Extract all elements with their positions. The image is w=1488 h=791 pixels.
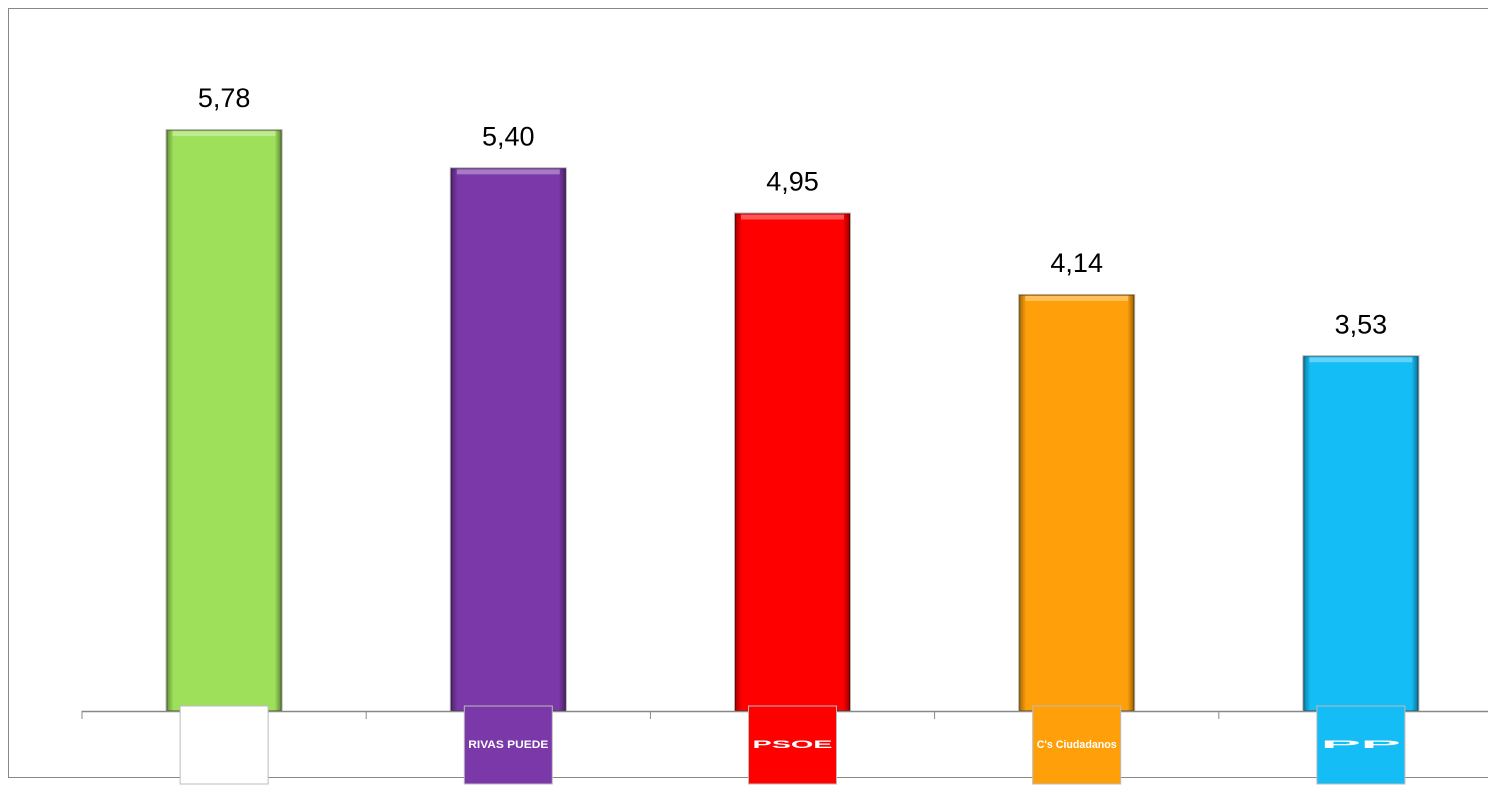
x-tick-label: PSOE xyxy=(753,739,833,751)
x-tick-label: RIVAS PUEDE xyxy=(468,739,548,751)
category-logo xyxy=(1316,705,1406,785)
bar xyxy=(165,129,283,713)
bar-highlight xyxy=(1025,295,1129,301)
category-logo xyxy=(748,705,837,785)
bar-highlight xyxy=(172,131,276,137)
bar-highlight xyxy=(456,169,560,175)
category-logo xyxy=(179,705,269,785)
bar-highlight xyxy=(1309,357,1413,363)
bar xyxy=(449,167,567,713)
bar xyxy=(1302,355,1420,712)
category-logo xyxy=(1032,705,1122,785)
value-label: 5,78 xyxy=(198,83,251,113)
value-label: 5,40 xyxy=(482,121,535,151)
x-tick-label: PP xyxy=(1321,739,1401,751)
value-label: 4,14 xyxy=(1050,248,1103,278)
category-logo xyxy=(463,705,553,785)
bar xyxy=(734,212,851,712)
x-tick-label: C's Ciudadanos xyxy=(1037,739,1117,751)
value-label: 4,95 xyxy=(766,167,819,197)
bar xyxy=(1018,293,1136,712)
bar-highlight xyxy=(741,214,844,220)
x-tick-label: equo #SOMOSRIVAS xyxy=(184,739,264,751)
value-label: 3,53 xyxy=(1335,309,1388,339)
